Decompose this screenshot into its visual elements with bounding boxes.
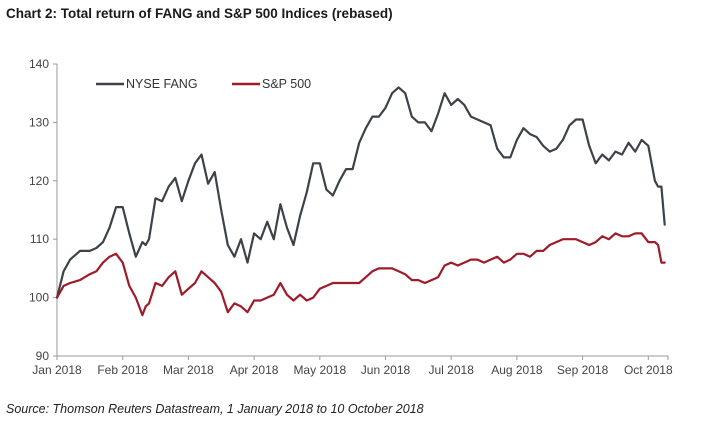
x-tick-label: Jan 2018 [32, 363, 82, 377]
chart-legend: NYSE FANG S&P 500 [96, 77, 311, 91]
x-tick-label: Jul 2018 [429, 363, 475, 377]
chart-title: Chart 2: Total return of FANG and S&P 50… [6, 6, 393, 21]
y-tick-label: 100 [29, 291, 49, 305]
series-lines [55, 86, 666, 317]
x-tick-label: Jun 2018 [361, 363, 411, 377]
y-tick-label: 130 [29, 115, 49, 129]
x-axis-tick-labels: Jan 2018 Feb 2018 Mar 2018 Apr 2018 May 2018… [32, 363, 673, 377]
y-tick-label: 140 [29, 57, 49, 71]
y-axis-tick-labels: 90 100 110 120 130 140 [29, 57, 49, 363]
x-tick-label: May 2018 [293, 363, 346, 377]
x-tick-label: Sep 2018 [557, 363, 609, 377]
x-tick-label: Aug 2018 [491, 363, 543, 377]
x-tick-label: Feb 2018 [97, 363, 148, 377]
series-line-nyse-fang [55, 86, 666, 299]
y-tick-label: 110 [30, 232, 49, 246]
x-tick-label: Oct 2018 [624, 363, 673, 377]
y-tick-label: 90 [36, 349, 50, 363]
chart-axes [53, 63, 669, 360]
x-tick-label: Mar 2018 [163, 363, 214, 377]
series-line-sp-500 [55, 232, 666, 317]
chart-source-note: Source: Thomson Reuters Datastream, 1 Ja… [6, 402, 424, 416]
y-tick-label: 120 [29, 174, 49, 188]
legend-label: NYSE FANG [126, 77, 198, 91]
legend-label: S&P 500 [262, 77, 311, 91]
x-tick-label: Apr 2018 [230, 363, 279, 377]
